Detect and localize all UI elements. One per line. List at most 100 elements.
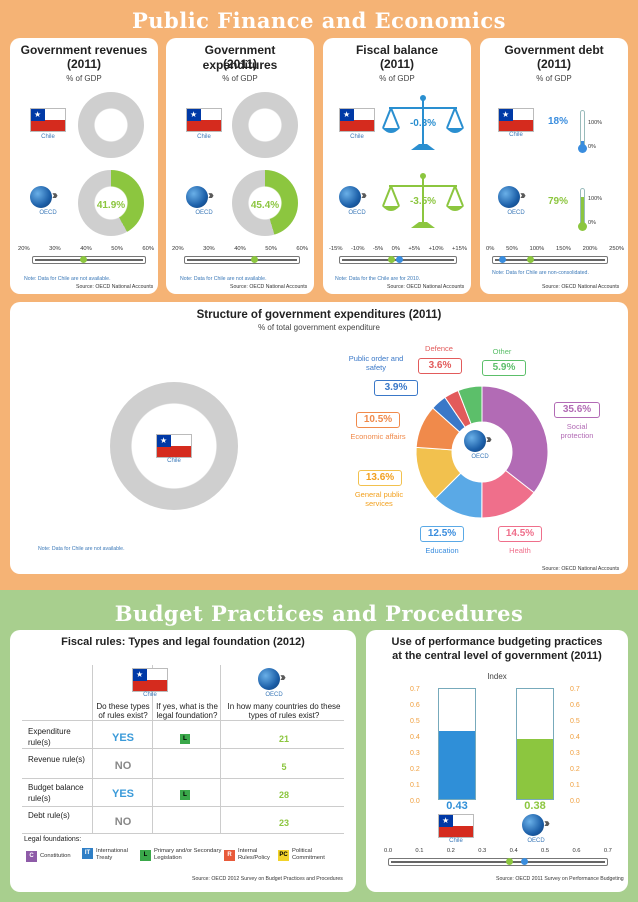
chile-flag — [156, 434, 192, 458]
performance-tick: 0.4 — [410, 734, 420, 741]
revenues-oecd-donut — [78, 170, 144, 236]
segment-value-health: 14.5% — [498, 526, 542, 542]
structure-title: Structure of government expenditures (20… — [196, 309, 442, 321]
fiscal-chile-marker — [396, 256, 403, 263]
section-title-budget: Budget Practices and Procedures — [114, 601, 524, 626]
expenditures-note: Note: Data for Chile are not available. — [180, 276, 267, 282]
chile-flag — [30, 108, 66, 132]
expenditures-oecd-marker — [251, 256, 258, 263]
segment-label-general: General public services — [354, 490, 404, 508]
rule-count: 5 — [281, 762, 287, 772]
axis-tick: 0.1 — [415, 848, 424, 854]
axis-tick: 0.7 — [603, 848, 612, 854]
legend-label: International Treaty — [96, 848, 128, 861]
revenues-unit: % of GDP — [66, 74, 102, 83]
rule-exists: YES — [111, 788, 134, 800]
fiscal-oecd-value: -3.5% — [409, 196, 437, 207]
segment-label-defence: Defence — [425, 344, 453, 353]
performance-title-line2: at the central level of government (2011… — [392, 650, 602, 662]
segment-label-other: Other — [492, 347, 512, 356]
chile-bar-frame — [438, 688, 476, 800]
expenditures-title-line2: (2011) — [222, 57, 258, 71]
revenues-scale — [32, 256, 146, 264]
rule-count: 23 — [278, 818, 289, 828]
axis-tick: +10% — [428, 246, 444, 252]
expenditures-source: Source: OECD National Accounts — [230, 284, 308, 290]
revenues-oecd-value: 41.9% — [96, 200, 126, 211]
segment-value-other: 5.9% — [482, 360, 526, 376]
performance-tick: 0.3 — [570, 750, 580, 757]
oecd-scale-icon — [382, 173, 464, 228]
revenues-title-line1: Government revenues — [20, 43, 148, 57]
debt-thermo-bottom: 0% — [588, 220, 596, 226]
axis-tick: 200% — [582, 246, 598, 252]
performance-tick: 0.0 — [570, 798, 580, 805]
axis-tick: +5% — [408, 246, 421, 252]
debt-chile-fill — [581, 140, 584, 147]
oecd-label: OECD — [471, 454, 489, 460]
axis-tick: 20% — [172, 246, 184, 252]
debt-axis: 0% 50% 100% 150% 200% 250% — [486, 246, 624, 252]
debt-note: Note: Data for Chile are non-consolidate… — [492, 270, 589, 276]
segment-label-education: Education — [425, 546, 459, 555]
oecd-logo: ››› — [522, 814, 556, 840]
debt-thermo-bottom: 0% — [588, 144, 596, 150]
legend-badge: C — [26, 851, 37, 862]
axis-tick: 60% — [142, 246, 154, 252]
performance-tick: 0.7 — [410, 686, 420, 693]
debt-chile-thermometer — [578, 110, 587, 153]
rule-name: Expenditure rule(s) — [28, 727, 71, 747]
segment-value-defence: 3.6% — [418, 358, 462, 374]
performance-source: Source: OECD 2011 Survey on Performance … — [496, 876, 624, 882]
chile-flag — [132, 668, 168, 692]
debt-chile-value: 18% — [547, 116, 568, 127]
oecd-label: OECD — [39, 210, 57, 216]
expenditures-oecd-value: 45.4% — [250, 200, 280, 211]
rule-name: Revenue rule(s) — [28, 755, 85, 764]
expenditures-scale — [184, 256, 300, 264]
revenues-card: Government revenues (2011) % of GDP Chil… — [10, 38, 158, 294]
performance-tick: 0.0 — [410, 798, 420, 805]
fiscal-oecd-marker — [388, 256, 395, 263]
axis-tick: +15% — [452, 246, 467, 252]
chile-label: Chile — [143, 692, 157, 698]
performance-tick: 0.1 — [410, 782, 420, 789]
performance-oecd-marker — [506, 858, 513, 865]
performance-tick: 0.7 — [570, 686, 580, 693]
fiscal-rules-card: Fiscal rules: Types and legal foundation… — [10, 630, 356, 892]
axis-tick: 50% — [506, 246, 518, 252]
axis-tick: 40% — [234, 246, 246, 252]
structure-unit: % of total government expenditure — [258, 323, 380, 332]
oecd-logo: ››› — [339, 186, 373, 212]
axis-tick: 20% — [18, 246, 30, 252]
oecd-logo: ››› — [498, 186, 532, 212]
segment-label-economic: Economic affairs — [350, 432, 406, 441]
rules-col1-header: Do these types of rules exist? — [96, 702, 150, 720]
fiscal-note: Note: Data for the Chile are for 2010. — [335, 276, 421, 282]
chile-label: Chile — [167, 458, 181, 464]
debt-title-line1: Government debt — [504, 43, 604, 57]
axis-tick: 60% — [296, 246, 308, 252]
axis-tick: 0% — [486, 246, 495, 252]
segment-value-social: 35.6% — [554, 402, 600, 418]
structure-note: Note: Data for Chile are not available. — [38, 546, 125, 552]
chile-label: Chile — [197, 134, 211, 140]
axis-tick: 50% — [111, 246, 123, 252]
debt-oecd-fill — [581, 196, 584, 225]
revenues-chile-donut — [78, 92, 144, 158]
axis-tick: 30% — [203, 246, 215, 252]
legend-badge: IT — [82, 848, 93, 859]
legend-title: Legal foundations: — [24, 836, 82, 843]
axis-tick: 0.3 — [478, 848, 487, 854]
donut-segment — [481, 385, 549, 494]
debt-card: Government debt (2011) % of GDP Chile 18… — [480, 38, 628, 294]
rule-count: 28 — [278, 790, 289, 800]
performance-index-label: Index — [487, 672, 507, 681]
structure-source: Source: OECD National Accounts — [542, 566, 620, 572]
legend-label: Primary and/or Secondary Legislation — [154, 848, 222, 861]
chile-bar-fill — [439, 731, 475, 799]
axis-tick: 30% — [49, 246, 61, 252]
performance-axis: 0.0 0.1 0.2 0.3 0.4 0.5 0.6 0.7 — [384, 848, 612, 854]
legal-badge: L — [180, 734, 190, 744]
axis-tick: 0.0 — [384, 848, 393, 854]
